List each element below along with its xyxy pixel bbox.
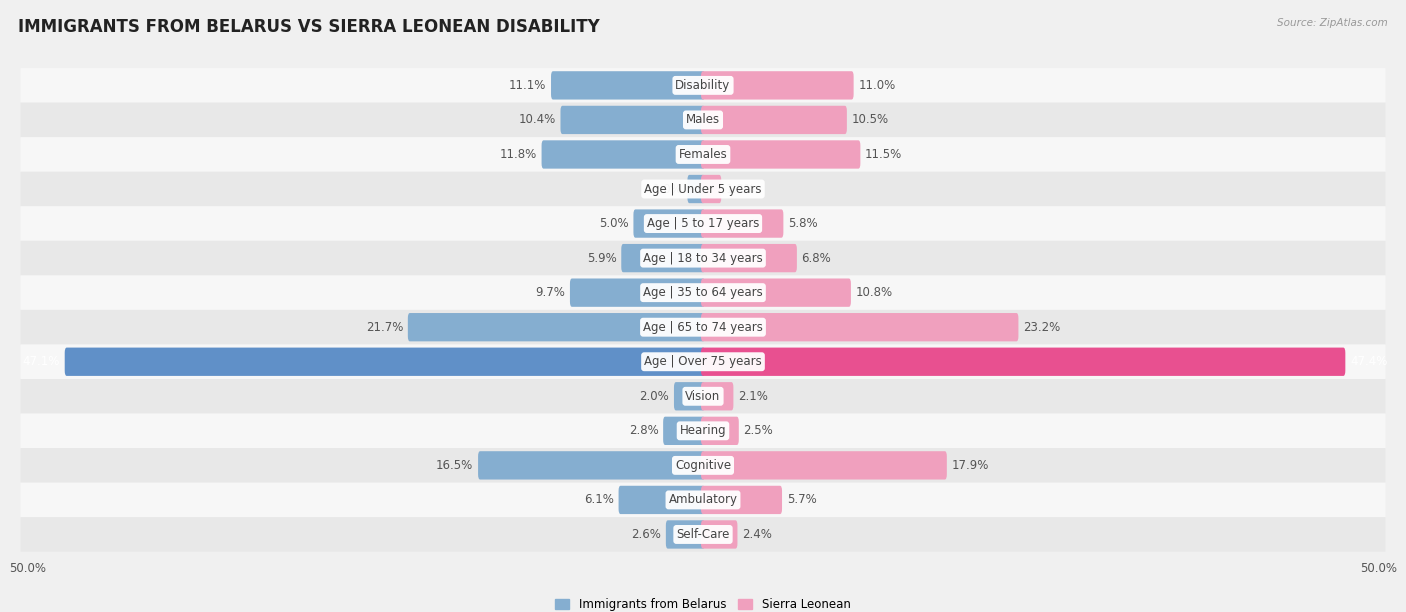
FancyBboxPatch shape [702,71,853,100]
FancyBboxPatch shape [702,451,946,480]
FancyBboxPatch shape [21,483,1385,517]
FancyBboxPatch shape [21,103,1385,137]
Text: 1.2%: 1.2% [725,182,756,195]
Text: 16.5%: 16.5% [436,459,474,472]
FancyBboxPatch shape [569,278,704,307]
Text: 2.6%: 2.6% [631,528,661,541]
FancyBboxPatch shape [702,278,851,307]
FancyBboxPatch shape [21,517,1385,552]
Text: 5.8%: 5.8% [789,217,818,230]
Text: Ambulatory: Ambulatory [668,493,738,506]
Text: IMMIGRANTS FROM BELARUS VS SIERRA LEONEAN DISABILITY: IMMIGRANTS FROM BELARUS VS SIERRA LEONEA… [18,18,600,36]
FancyBboxPatch shape [621,244,704,272]
FancyBboxPatch shape [21,448,1385,483]
Text: 10.5%: 10.5% [852,113,889,127]
Text: 47.4%: 47.4% [1350,355,1388,368]
Text: 10.8%: 10.8% [856,286,893,299]
Text: Age | 35 to 64 years: Age | 35 to 64 years [643,286,763,299]
FancyBboxPatch shape [664,417,704,445]
FancyBboxPatch shape [702,209,783,237]
Text: Females: Females [679,148,727,161]
FancyBboxPatch shape [65,348,704,376]
Text: Vision: Vision [685,390,721,403]
Text: 10.4%: 10.4% [519,113,555,127]
FancyBboxPatch shape [21,68,1385,103]
FancyBboxPatch shape [21,310,1385,345]
Text: 11.5%: 11.5% [865,148,903,161]
FancyBboxPatch shape [702,244,797,272]
FancyBboxPatch shape [21,345,1385,379]
Text: 5.9%: 5.9% [586,252,617,264]
FancyBboxPatch shape [408,313,704,341]
Text: 2.4%: 2.4% [742,528,772,541]
Text: Age | 65 to 74 years: Age | 65 to 74 years [643,321,763,334]
FancyBboxPatch shape [702,140,860,169]
Text: 6.1%: 6.1% [583,493,614,506]
Text: 1.0%: 1.0% [652,182,683,195]
Legend: Immigrants from Belarus, Sierra Leonean: Immigrants from Belarus, Sierra Leonean [551,593,855,612]
Text: 11.8%: 11.8% [499,148,537,161]
FancyBboxPatch shape [702,486,782,514]
FancyBboxPatch shape [21,137,1385,172]
FancyBboxPatch shape [702,313,1018,341]
Text: 9.7%: 9.7% [536,286,565,299]
FancyBboxPatch shape [551,71,704,100]
Text: 2.5%: 2.5% [744,424,773,438]
Text: 2.8%: 2.8% [628,424,658,438]
Text: Age | 5 to 17 years: Age | 5 to 17 years [647,217,759,230]
Text: 2.1%: 2.1% [738,390,768,403]
FancyBboxPatch shape [561,106,704,134]
Text: Cognitive: Cognitive [675,459,731,472]
Text: Age | Under 5 years: Age | Under 5 years [644,182,762,195]
Text: 21.7%: 21.7% [366,321,404,334]
FancyBboxPatch shape [702,175,721,203]
FancyBboxPatch shape [619,486,704,514]
FancyBboxPatch shape [702,348,1346,376]
FancyBboxPatch shape [666,520,704,548]
Text: 47.1%: 47.1% [22,355,60,368]
FancyBboxPatch shape [21,414,1385,448]
FancyBboxPatch shape [21,241,1385,275]
FancyBboxPatch shape [21,172,1385,206]
FancyBboxPatch shape [673,382,704,411]
Text: 5.0%: 5.0% [599,217,628,230]
Text: 17.9%: 17.9% [952,459,988,472]
FancyBboxPatch shape [541,140,704,169]
Text: 11.0%: 11.0% [858,79,896,92]
Text: 23.2%: 23.2% [1024,321,1060,334]
Text: Disability: Disability [675,79,731,92]
FancyBboxPatch shape [702,520,738,548]
Text: 2.0%: 2.0% [640,390,669,403]
FancyBboxPatch shape [478,451,704,480]
FancyBboxPatch shape [702,382,734,411]
Text: 11.1%: 11.1% [509,79,547,92]
Text: 6.8%: 6.8% [801,252,831,264]
Text: Self-Care: Self-Care [676,528,730,541]
Text: Age | 18 to 34 years: Age | 18 to 34 years [643,252,763,264]
FancyBboxPatch shape [21,206,1385,241]
FancyBboxPatch shape [634,209,704,237]
Text: Age | Over 75 years: Age | Over 75 years [644,355,762,368]
Text: 5.7%: 5.7% [787,493,817,506]
Text: Source: ZipAtlas.com: Source: ZipAtlas.com [1277,18,1388,28]
FancyBboxPatch shape [702,106,846,134]
Text: Hearing: Hearing [679,424,727,438]
FancyBboxPatch shape [21,275,1385,310]
FancyBboxPatch shape [688,175,704,203]
FancyBboxPatch shape [702,417,738,445]
Text: Males: Males [686,113,720,127]
FancyBboxPatch shape [21,379,1385,414]
